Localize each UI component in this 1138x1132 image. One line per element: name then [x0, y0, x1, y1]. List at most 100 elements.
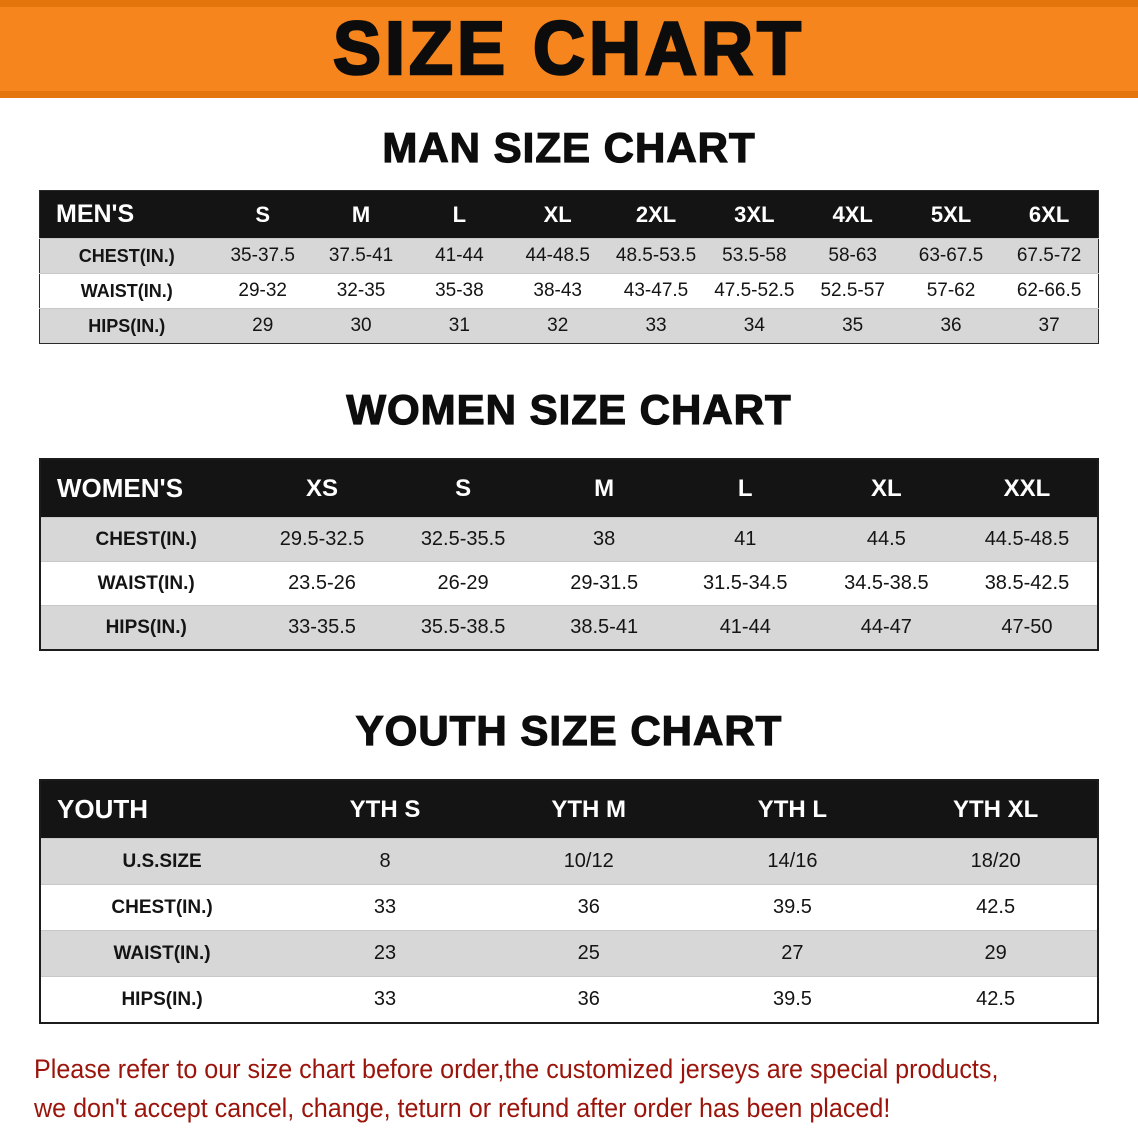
size-column-header: XL	[508, 190, 607, 239]
size-value-cell: 37.5-41	[311, 238, 411, 274]
size-value-cell: 52.5-57	[803, 273, 902, 309]
size-value-cell: 53.5-58	[705, 238, 804, 274]
measure-label-cell: WAIST(IN.)	[39, 273, 214, 309]
size-value-cell: 33-35.5	[251, 605, 393, 650]
size-value-cell: 58-63	[803, 238, 902, 274]
measure-label-cell: CHEST(IN.)	[39, 238, 214, 274]
size-value-cell: 42.5	[894, 884, 1098, 931]
size-column-header: 2XL	[606, 190, 706, 239]
table-row: HIPS(IN.) 33 36 39.5 42.5	[40, 976, 1098, 1023]
size-value-cell: 29	[894, 930, 1098, 977]
men-section-heading: MAN SIZE CHART	[382, 123, 756, 171]
size-value-cell: 44-48.5	[508, 238, 607, 274]
size-value-cell: 47-50	[956, 605, 1098, 650]
size-value-cell: 41	[674, 517, 816, 562]
banner-title: SIZE CHART	[332, 6, 805, 92]
size-column-header: 3XL	[705, 190, 804, 239]
size-value-cell: 31.5-34.5	[674, 561, 816, 606]
table-row: CHEST(IN.) 33 36 39.5 42.5	[40, 884, 1098, 931]
size-value-cell: 14/16	[690, 838, 895, 885]
measure-label-cell: HIPS(IN.)	[40, 976, 284, 1023]
size-column-header: L	[674, 459, 816, 518]
size-value-cell: 35-38	[410, 273, 509, 309]
size-value-cell: 29-31.5	[533, 561, 675, 606]
measure-label-cell: HIPS(IN.)	[40, 605, 252, 650]
size-value-cell: 36	[486, 976, 691, 1023]
table-row: HIPS(IN.) 33-35.5 35.5-38.5 38.5-41 41-44 44-…	[40, 605, 1098, 650]
measure-label-cell: HIPS(IN.)	[39, 308, 214, 344]
size-value-cell: 33	[283, 976, 487, 1023]
size-value-cell: 8	[283, 838, 487, 885]
table-row: HIPS(IN.) 29 30 31 32 33 34 35 36 37	[39, 308, 1099, 344]
size-value-cell: 23.5-26	[251, 561, 393, 606]
table-header-row: YOUTH YTH S YTH M YTH L YTH XL	[40, 780, 1098, 839]
measure-label-cell: WAIST(IN.)	[40, 930, 284, 977]
footer-notice: Please refer to our size chart before or…	[34, 1050, 1061, 1128]
size-column-header: M	[533, 459, 675, 518]
size-value-cell: 44.5-48.5	[956, 517, 1098, 562]
size-column-header: XXL	[956, 459, 1098, 518]
size-value-cell: 29.5-32.5	[251, 517, 393, 562]
size-value-cell: 32.5-35.5	[392, 517, 534, 562]
women-section-heading: WOMEN SIZE CHART	[346, 385, 792, 433]
size-value-cell: 31	[410, 308, 509, 344]
size-value-cell: 35-37.5	[213, 238, 312, 274]
size-value-cell: 35.5-38.5	[392, 605, 534, 650]
footer-notice-line-2: we don't accept cancel, change, teturn o…	[34, 1093, 891, 1124]
size-value-cell: 48.5-53.5	[606, 238, 706, 274]
size-column-header: M	[311, 190, 411, 239]
size-column-header: S	[392, 459, 534, 518]
size-value-cell: 34	[705, 308, 804, 344]
size-value-cell: 29	[213, 308, 312, 344]
measure-label-cell: U.S.SIZE	[40, 838, 284, 885]
size-value-cell: 41-44	[674, 605, 816, 650]
size-value-cell: 33	[283, 884, 487, 931]
table-row: WAIST(IN.) 23 25 27 29	[40, 930, 1098, 977]
size-value-cell: 67.5-72	[1000, 238, 1099, 274]
size-column-header: 6XL	[1000, 190, 1099, 239]
size-column-header: S	[213, 190, 312, 239]
size-column-header: L	[410, 190, 509, 239]
size-value-cell: 42.5	[894, 976, 1098, 1023]
size-value-cell: 23	[283, 930, 487, 977]
men-size-table: MEN'S S M L XL 2XL 3XL 4XL 5XL 6XL CHEST(IN.) 35-37…	[39, 190, 1099, 344]
size-value-cell: 38.5-41	[533, 605, 675, 650]
size-value-cell: 44.5	[815, 517, 957, 562]
size-value-cell: 33	[606, 308, 706, 344]
table-row: WAIST(IN.) 29-32 32-35 35-38 38-43 43-47.5 47.…	[39, 273, 1099, 309]
youth-section-heading: YOUTH SIZE CHART	[355, 706, 783, 754]
size-value-cell: 30	[311, 308, 411, 344]
size-value-cell: 32	[508, 308, 607, 344]
size-column-header: YTH XL	[894, 780, 1098, 839]
size-value-cell: 43-47.5	[606, 273, 706, 309]
size-value-cell: 35	[803, 308, 902, 344]
size-column-header: XS	[251, 459, 393, 518]
size-value-cell: 44-47	[815, 605, 957, 650]
size-column-header: YTH L	[690, 780, 895, 839]
size-column-header: 4XL	[803, 190, 902, 239]
size-value-cell: 37	[1000, 308, 1099, 344]
size-value-cell: 57-62	[901, 273, 1001, 309]
size-value-cell: 63-67.5	[901, 238, 1001, 274]
size-column-header: 5XL	[901, 190, 1001, 239]
size-value-cell: 27	[690, 930, 895, 977]
size-value-cell: 36	[901, 308, 1001, 344]
size-value-cell: 39.5	[690, 884, 895, 931]
banner: SIZE CHART	[0, 0, 1138, 98]
women-size-table: WOMEN'S XS S M L XL XXL CHEST(IN.) 29.5-32.5 32.5…	[39, 458, 1099, 651]
size-value-cell: 25	[486, 930, 691, 977]
size-value-cell: 62-66.5	[1000, 273, 1099, 309]
size-value-cell: 34.5-38.5	[815, 561, 957, 606]
table-row: WAIST(IN.) 23.5-26 26-29 29-31.5 31.5-34.5 34…	[40, 561, 1098, 606]
size-value-cell: 39.5	[690, 976, 895, 1023]
table-row: CHEST(IN.) 35-37.5 37.5-41 41-44 44-48.5 48.5…	[39, 238, 1099, 274]
size-value-cell: 10/12	[486, 838, 691, 885]
table-header-row: MEN'S S M L XL 2XL 3XL 4XL 5XL 6XL	[39, 190, 1099, 239]
size-value-cell: 38	[533, 517, 675, 562]
size-column-header: XL	[815, 459, 957, 518]
size-value-cell: 41-44	[410, 238, 509, 274]
measure-label-cell: CHEST(IN.)	[40, 517, 252, 562]
table-row: U.S.SIZE 8 10/12 14/16 18/20	[40, 838, 1098, 885]
footer-notice-line-1: Please refer to our size chart before or…	[34, 1054, 999, 1084]
measure-label-cell: CHEST(IN.)	[40, 884, 284, 931]
